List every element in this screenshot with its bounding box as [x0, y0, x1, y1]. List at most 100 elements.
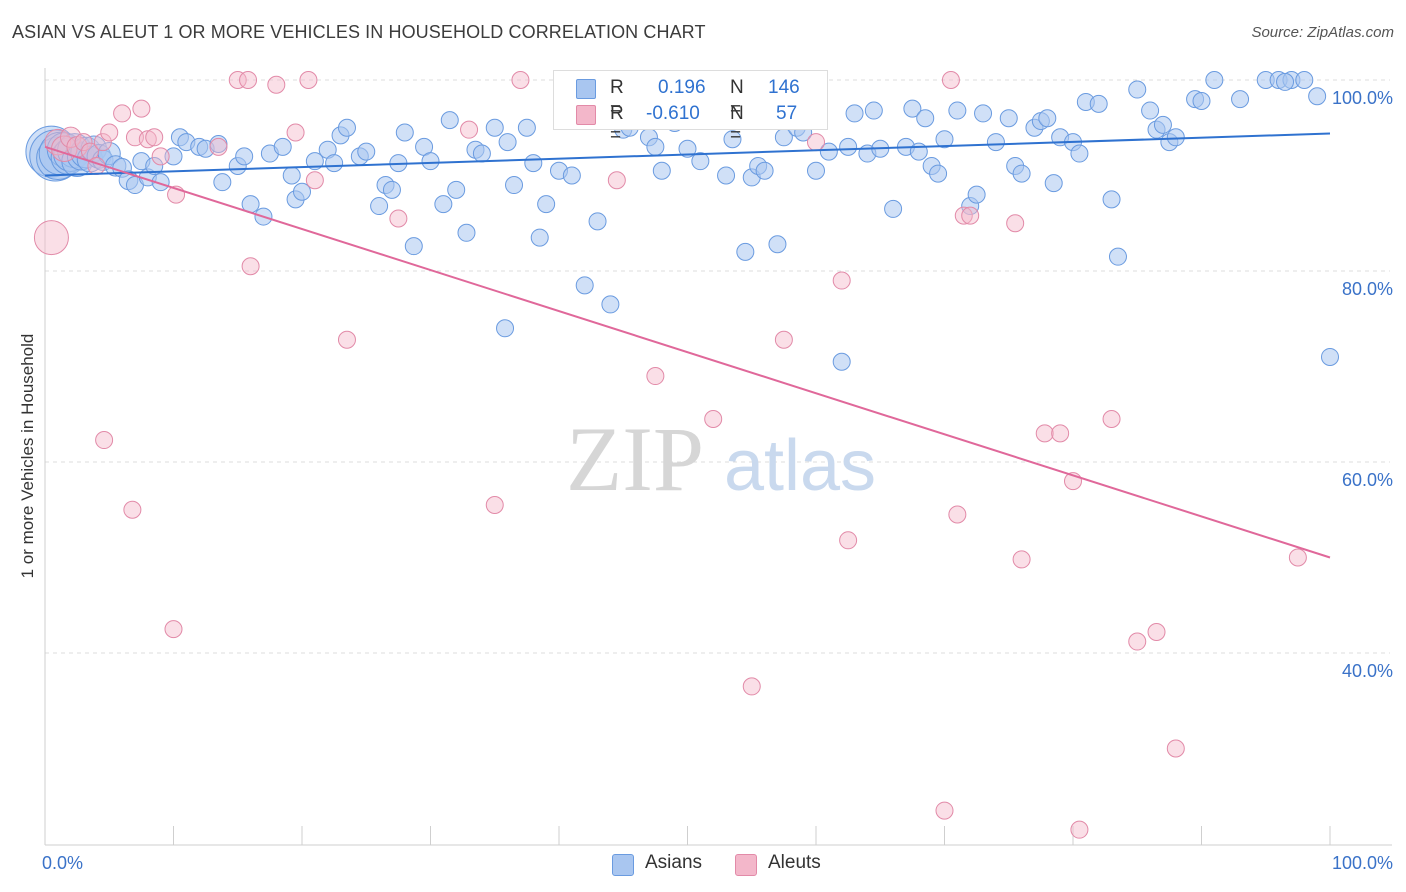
trend-lines: [44, 132, 1331, 559]
r-label: R =: [610, 77, 624, 120]
aleuts-point: [113, 104, 132, 123]
aleuts-point: [299, 71, 318, 89]
aleuts-point: [832, 271, 851, 290]
asians-point: [457, 223, 476, 242]
asians-point: [337, 118, 356, 137]
aleuts-point: [511, 71, 530, 89]
asians-point: [562, 166, 581, 185]
asians-point: [1141, 101, 1160, 120]
asians-point: [517, 118, 536, 137]
asians-point: [929, 164, 948, 183]
aleuts-point: [1166, 739, 1185, 758]
asians-point: [485, 118, 504, 137]
axes: [44, 68, 1392, 846]
asians-point: [916, 109, 935, 128]
asians-point: [807, 161, 825, 180]
asians-point: [164, 147, 183, 166]
aleuts-point: [337, 330, 356, 349]
asians-point: [1321, 347, 1339, 366]
asians-legend-swatch: [612, 854, 634, 876]
asians-point: [496, 319, 515, 338]
asians-legend-label: Asians: [645, 852, 703, 873]
aleuts-point: [241, 257, 260, 276]
source-credit: Source: ZipAtlas.com: [1251, 24, 1394, 41]
aleuts-point: [948, 505, 967, 524]
asians-point: [305, 152, 324, 171]
asians-point: [472, 144, 491, 163]
aleuts-point: [305, 171, 324, 190]
asians-point: [755, 161, 774, 180]
aleuts-point: [839, 531, 858, 550]
aleuts-point: [164, 620, 183, 639]
asians-point: [819, 142, 838, 161]
asians-trend-line: [44, 132, 1331, 177]
asians-point: [151, 173, 170, 192]
aleuts-point: [941, 71, 960, 89]
y-tick-label: 100.0%: [1332, 88, 1393, 108]
x-tick-label: 100.0%: [1332, 853, 1393, 873]
aleuts-point: [138, 130, 157, 149]
asians-point: [1205, 71, 1224, 89]
asians-point: [1044, 174, 1063, 193]
asians-point: [1308, 87, 1327, 106]
aleuts-point: [1102, 410, 1121, 429]
aleuts-point: [239, 71, 258, 89]
aleuts-point: [132, 99, 151, 118]
asians-point: [884, 199, 903, 218]
aleuts-point: [1070, 820, 1089, 839]
asians-point: [1153, 115, 1172, 134]
asians-point: [864, 101, 883, 120]
aleuts-point: [93, 133, 112, 152]
asians-point: [723, 130, 742, 149]
asians-point: [395, 123, 414, 142]
aleuts-legend-label: Aleuts: [768, 852, 821, 873]
asians-point: [646, 137, 665, 156]
asians-point: [717, 166, 736, 185]
aleuts-point: [1006, 214, 1025, 233]
asians-point: [909, 142, 928, 161]
asians-point: [832, 352, 851, 371]
chart-title: ASIAN VS ALEUT 1 OR MORE VEHICLES IN HOU…: [12, 22, 706, 42]
asians-point: [935, 130, 954, 149]
aleuts-point: [1051, 424, 1070, 443]
aleuts-n-value: 57: [776, 103, 798, 124]
asians-point: [601, 295, 620, 314]
asians-point: [845, 104, 864, 123]
aleuts-point: [460, 120, 479, 139]
asians-point: [434, 195, 453, 214]
asians-point: [505, 176, 524, 195]
aleuts-point: [742, 677, 761, 696]
asians-point: [1276, 72, 1295, 91]
asians-point: [1166, 128, 1185, 147]
aleuts-point: [145, 128, 164, 147]
correlation-legend: R = 0.196 N = 146 R = -0.610 N = 57: [553, 70, 828, 146]
asians-point: [537, 195, 556, 214]
aleuts-legend-swatch: [735, 854, 757, 876]
asians-point: [235, 147, 254, 166]
asians-point: [678, 139, 697, 158]
aleuts-point: [100, 123, 119, 142]
watermark: ZIP atlas: [566, 408, 876, 510]
asians-point: [357, 142, 376, 161]
y-tick-label: 80.0%: [1342, 279, 1393, 299]
aleuts-r-value: -0.610: [646, 103, 700, 124]
asians-point: [447, 180, 466, 199]
n-label: N =: [730, 103, 744, 146]
aleuts-point: [74, 133, 93, 152]
aleuts-trend-line: [44, 145, 1331, 559]
y-tick-label: 60.0%: [1342, 470, 1393, 490]
data-points: [25, 71, 1339, 839]
asians-point: [903, 99, 922, 118]
asians-point: [524, 154, 543, 173]
aleuts-point: [704, 410, 723, 429]
asians-point: [1089, 94, 1108, 113]
asians-point: [282, 166, 301, 185]
asians-point: [213, 173, 232, 192]
asians-point: [948, 101, 967, 120]
asians-n-value: 146: [768, 77, 800, 98]
asians-point: [575, 276, 594, 295]
asians-point: [652, 161, 671, 180]
asians-swatch: [576, 79, 596, 99]
aleuts-point: [961, 206, 980, 225]
